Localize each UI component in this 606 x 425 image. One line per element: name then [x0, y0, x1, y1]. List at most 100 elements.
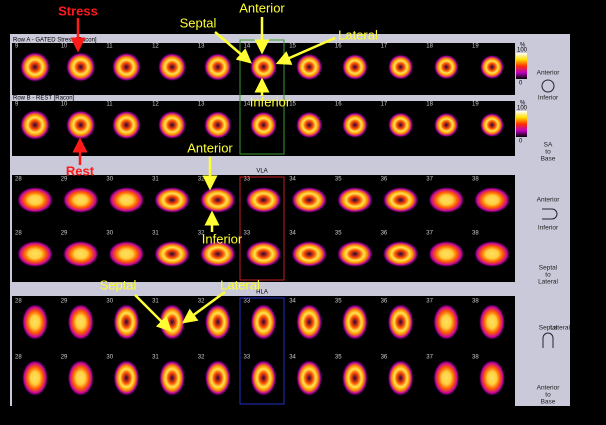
side-label: Septal — [539, 325, 558, 332]
slice-number: 15 — [289, 102, 296, 108]
slice-number: 12 — [152, 44, 159, 50]
slice-number: 29 — [61, 355, 68, 361]
heart-slice — [158, 110, 187, 140]
slice-number: 32 — [198, 355, 205, 361]
heart-slice — [382, 187, 419, 213]
slice-number: 36 — [381, 177, 388, 183]
heart-slice — [62, 187, 99, 213]
heart-slice — [154, 241, 191, 267]
heart-slice — [204, 304, 231, 340]
orientation-icon — [542, 208, 558, 220]
heart-slice — [20, 110, 50, 140]
colorbar-min: 0 — [519, 81, 523, 87]
slice-number: 36 — [381, 299, 388, 305]
slice-number: 30 — [106, 177, 113, 183]
slice-number: 19 — [472, 102, 479, 108]
slice-number: 30 — [106, 355, 113, 361]
slice-number: 37 — [426, 177, 433, 183]
annotation-arrow — [134, 294, 172, 332]
heart-slice — [112, 110, 141, 140]
slice-number: 36 — [381, 231, 388, 237]
heart-slice — [296, 111, 323, 139]
heart-slice — [479, 304, 505, 340]
side-label: Anterior — [537, 197, 561, 204]
heart-slice — [112, 52, 141, 82]
row-label: B — [5, 376, 9, 382]
heart-slice — [204, 53, 232, 81]
side-label: Base — [541, 399, 556, 406]
heart-slice — [336, 241, 373, 267]
heart-slice — [433, 360, 460, 396]
heart-slice — [204, 360, 231, 396]
heart-slice — [250, 304, 277, 340]
annotation: Anterior — [239, 0, 285, 15]
side-label: Inferior — [538, 225, 559, 232]
slice-number: 37 — [426, 299, 433, 305]
heart-slice — [474, 187, 510, 213]
slice-number: 17 — [381, 44, 388, 50]
colorbar — [516, 53, 527, 79]
slice-number: 13 — [198, 44, 205, 50]
heart-slice — [204, 111, 232, 139]
heart-slice — [17, 241, 53, 267]
annotation: Lateral — [338, 27, 378, 42]
heart-slice — [62, 241, 99, 267]
heart-slice — [66, 52, 96, 82]
slice-number: 18 — [426, 44, 433, 50]
slice-number: 31 — [152, 177, 159, 183]
annotation-arrow — [275, 36, 336, 65]
slice-number: 34 — [289, 355, 296, 361]
heart-slice — [22, 304, 48, 340]
heart-slice — [245, 241, 282, 267]
side-label: Lateral — [538, 279, 558, 286]
slice-number: 17 — [381, 102, 388, 108]
slice-number: 33 — [244, 177, 251, 183]
slice-number: 28 — [15, 177, 22, 183]
colorbar-max: 100 — [517, 48, 528, 54]
slice-number: 29 — [61, 299, 68, 305]
slice-number: 14 — [244, 102, 251, 108]
heart-slice — [341, 360, 368, 396]
heart-slice — [388, 112, 414, 138]
heart-slice — [154, 187, 191, 213]
slice-number: 16 — [335, 44, 342, 50]
heart-slice — [113, 304, 140, 340]
annotation: Septal — [100, 277, 137, 292]
colorbar-min: 0 — [519, 139, 523, 145]
slice-number: 10 — [61, 44, 68, 50]
heart-slice — [250, 360, 277, 396]
annotation: Rest — [66, 163, 95, 178]
heart-slice — [480, 113, 504, 137]
heart-slice — [342, 54, 368, 80]
slice-number: 29 — [61, 231, 68, 237]
heart-slice — [66, 110, 96, 140]
slice-number: 11 — [106, 44, 113, 50]
slice-number: 31 — [152, 355, 159, 361]
view-title: HLA — [256, 290, 268, 296]
slice-number: 37 — [426, 231, 433, 237]
slice-number: 9 — [15, 44, 19, 50]
slice-number: 35 — [335, 231, 342, 237]
heart-slice — [296, 304, 323, 340]
annotation: Stress — [58, 3, 98, 18]
annotation: Anterior — [187, 140, 233, 155]
heart-slice — [479, 360, 505, 396]
slice-number: 33 — [244, 355, 251, 361]
heart-slice — [382, 241, 419, 267]
slice-number: 38 — [472, 299, 479, 305]
slice-number: 31 — [152, 231, 159, 237]
slice-number: 9 — [15, 102, 19, 108]
heart-slice — [342, 112, 368, 138]
annotation-arrow — [181, 290, 226, 324]
side-label: Inferior — [538, 95, 559, 102]
selected-slice-box — [239, 176, 285, 281]
heart-slice — [336, 187, 373, 213]
slice-number: 38 — [472, 355, 479, 361]
side-label: to — [545, 149, 551, 156]
heart-slice — [428, 187, 465, 213]
heart-slice — [67, 360, 94, 396]
slice-number: 36 — [381, 355, 388, 361]
annotation: Inferior — [250, 94, 291, 109]
slice-number: 38 — [472, 231, 479, 237]
heart-slice — [199, 187, 236, 213]
